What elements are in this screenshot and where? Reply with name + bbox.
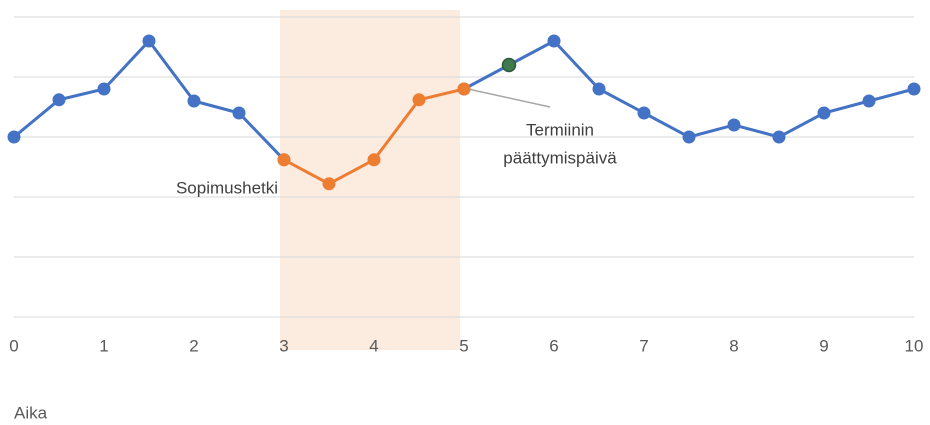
shaded-region [280,10,460,350]
x-tick-label: 6 [549,336,558,355]
point [817,106,831,120]
point [367,153,381,167]
x-tick-label: 9 [819,336,828,355]
point [907,82,921,96]
x-axis-label: Aika [14,403,48,422]
point [52,93,66,107]
point [322,177,336,191]
annotation: päättymispäivä [503,148,617,167]
point [682,130,696,144]
point [412,93,426,107]
point [592,82,606,96]
annotation: Sopimushetki [176,178,278,197]
point [727,118,741,132]
point [97,82,111,96]
annotation-connector [467,88,551,108]
point [547,34,561,48]
x-tick-label: 7 [639,336,648,355]
point [187,94,201,108]
point [862,94,876,108]
x-tick-label: 8 [729,336,738,355]
x-tick-label: 3 [279,336,288,355]
point [457,82,471,96]
x-tick-label: 5 [459,336,468,355]
annotation: Termiinin [526,120,594,139]
x-tick-label: 2 [189,336,198,355]
point [232,106,246,120]
point [7,130,21,144]
x-tick-label: 4 [369,336,378,355]
point [772,130,786,144]
x-tick-label: 10 [905,336,924,355]
point [277,153,291,167]
x-tick-label: 0 [9,336,18,355]
point [637,106,651,120]
x-tick-label: 1 [99,336,108,355]
point [501,57,517,73]
point [142,34,156,48]
